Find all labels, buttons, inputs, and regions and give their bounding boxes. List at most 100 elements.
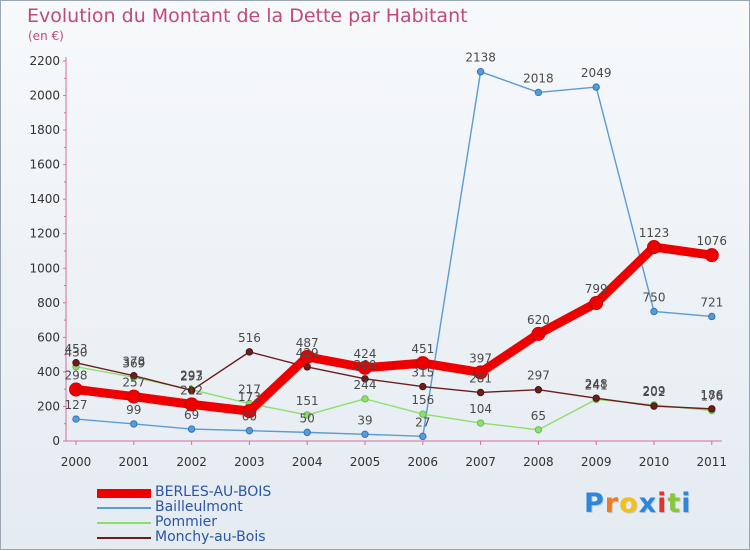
data-label: 217 — [238, 383, 261, 397]
proxiti-logo: Proxiti — [584, 488, 692, 519]
data-label: 429 — [296, 346, 319, 360]
series-layer — [69, 68, 719, 441]
data-label: 487 — [296, 336, 319, 350]
data-point — [531, 326, 546, 341]
y-tick-label: 1600 — [29, 158, 60, 172]
data-label: 202 — [643, 385, 666, 399]
series-line — [479, 71, 713, 318]
data-point — [415, 356, 430, 371]
data-label: 360 — [354, 358, 377, 372]
legend-swatch — [97, 489, 151, 498]
x-tick-label: 2010 — [639, 455, 670, 469]
legend-label: Pommier — [155, 514, 218, 530]
data-label: 298 — [65, 369, 88, 383]
data-point — [361, 430, 369, 438]
data-label: 293 — [180, 369, 203, 383]
data-label: 1123 — [639, 226, 670, 240]
logo-letter: t — [667, 488, 682, 519]
x-tick-label: 2004 — [292, 455, 323, 469]
data-point — [534, 386, 543, 394]
legend-swatch — [97, 537, 151, 539]
data-label: 127 — [65, 398, 88, 412]
data-label: 721 — [700, 295, 723, 309]
data-label: 60 — [242, 410, 257, 424]
data-point — [473, 365, 488, 380]
x-tick-label: 2006 — [408, 455, 439, 469]
data-point — [303, 428, 311, 437]
data-label: 244 — [354, 378, 377, 392]
y-tick-label: 600 — [37, 330, 60, 344]
legend-label: BERLES-AU-BOIS — [155, 484, 272, 500]
x-tick-label: 2002 — [176, 455, 207, 469]
data-point — [187, 386, 196, 395]
data-label: 104 — [469, 402, 492, 416]
data-label: 156 — [411, 393, 434, 407]
y-tick-label: 0 — [52, 434, 60, 448]
chart-subtitle: (en €) — [28, 29, 64, 43]
data-point — [361, 375, 369, 383]
data-label: 241 — [585, 378, 608, 392]
data-label: 257 — [122, 376, 145, 390]
data-label: 799 — [585, 282, 608, 296]
data-label: 297 — [527, 369, 550, 383]
data-label: 369 — [122, 356, 145, 370]
x-tick-label: 2005 — [350, 455, 381, 469]
data-point — [592, 394, 600, 402]
y-tick-label: 1800 — [29, 123, 60, 137]
data-point — [300, 349, 315, 364]
data-label: 50 — [300, 411, 315, 425]
data-point — [245, 426, 254, 435]
logo-letter: x — [638, 488, 658, 519]
data-point — [130, 420, 138, 428]
data-point — [126, 389, 141, 404]
axes: 0 200 400 600 800 1000 1200 1400 1600 1800 2000 220… — [29, 54, 727, 469]
series-bailleulmont — [72, 68, 716, 441]
data-label: 2138 — [465, 51, 496, 65]
data-label: 297 — [180, 369, 203, 383]
y-tick-label: 1000 — [29, 261, 60, 275]
data-point — [476, 68, 485, 76]
y-tick-label: 1200 — [29, 227, 60, 241]
data-label: 397 — [469, 351, 492, 365]
logo-letter: P — [584, 488, 605, 519]
series-monchy-au-bois — [72, 348, 716, 413]
series-line — [422, 71, 482, 438]
y-tick-label: 200 — [37, 399, 60, 413]
data-point — [358, 360, 372, 375]
data-label: 516 — [238, 331, 261, 345]
data-label: 281 — [469, 371, 492, 385]
data-point — [419, 382, 427, 391]
data-point — [476, 388, 485, 397]
chart-title: Evolution du Montant de la Dette par Hab… — [27, 5, 468, 27]
series-line — [71, 242, 717, 416]
x-tick-label: 2007 — [465, 455, 496, 469]
data-point — [476, 419, 485, 427]
data-point — [647, 240, 661, 255]
y-tick-label: 2000 — [29, 89, 60, 103]
data-point — [187, 425, 196, 433]
data-label: 151 — [296, 394, 319, 408]
data-label: 453 — [65, 342, 88, 356]
data-point — [303, 411, 311, 419]
series-line — [75, 351, 713, 410]
logo-letter: i — [657, 488, 668, 519]
data-point — [72, 415, 80, 423]
y-tick-label: 800 — [37, 296, 60, 310]
data-point — [419, 410, 427, 418]
data-label: 620 — [527, 313, 550, 327]
legend-label: Bailleulmont — [155, 499, 243, 515]
data-label: 212 — [180, 383, 203, 397]
data-point — [534, 426, 543, 434]
data-label: 186 — [700, 388, 723, 402]
data-label: 1076 — [697, 234, 728, 248]
x-tick-label: 2009 — [581, 455, 612, 469]
data-point — [708, 405, 716, 413]
data-point — [361, 395, 369, 403]
data-label: 750 — [643, 290, 666, 304]
logo-letter: o — [619, 488, 639, 519]
data-label: 378 — [122, 355, 145, 369]
data-point — [69, 382, 83, 397]
data-label: 430 — [65, 346, 88, 360]
